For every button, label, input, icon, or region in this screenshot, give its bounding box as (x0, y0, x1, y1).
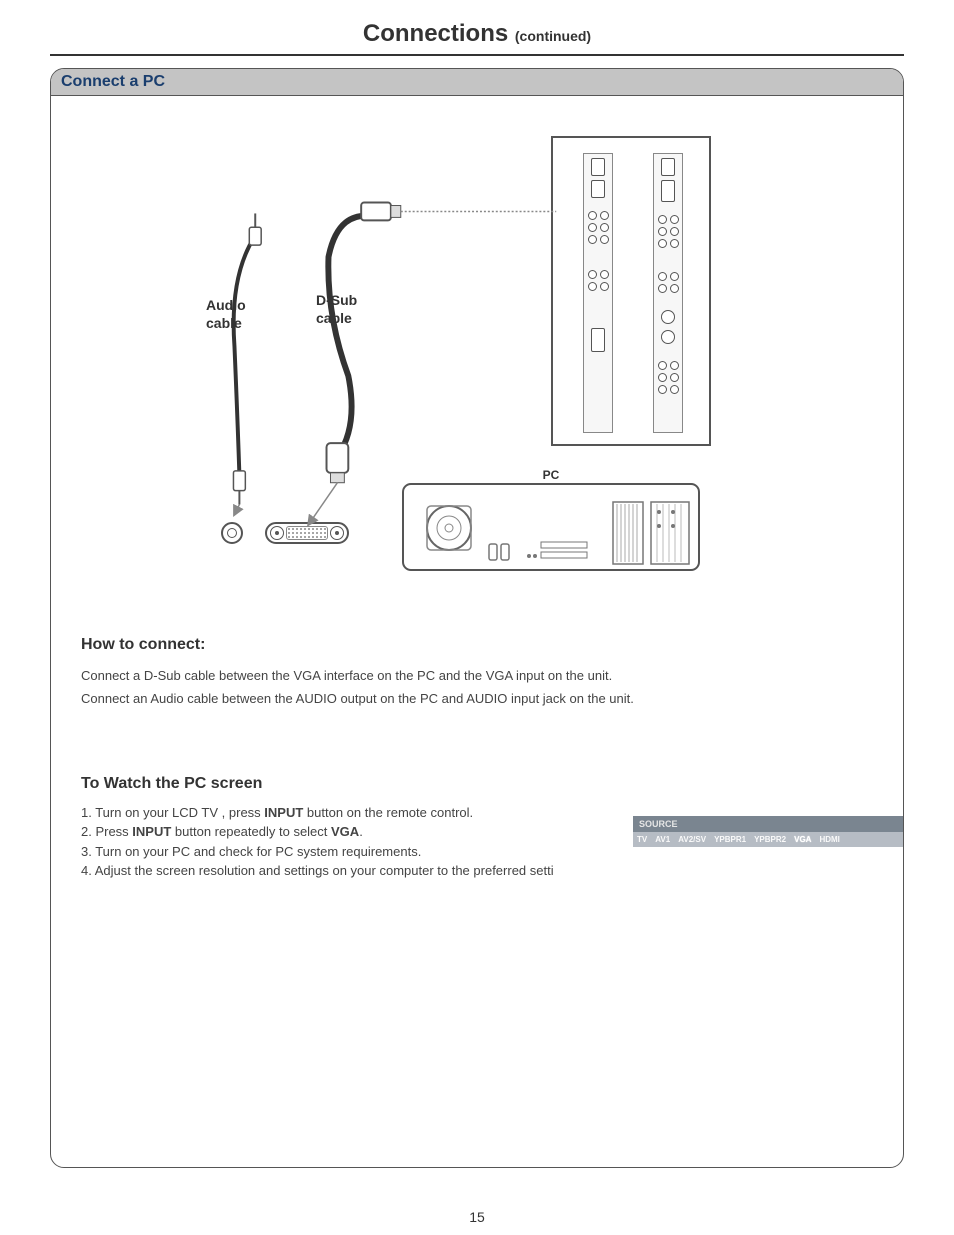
page-number: 15 (0, 1209, 954, 1225)
tv-back-panel (551, 136, 711, 446)
how-to-connect-line1: Connect a D-Sub cable between the VGA in… (81, 664, 873, 687)
vga-port-icon (265, 522, 349, 544)
step1-b: INPUT (264, 805, 303, 820)
panel-header: Connect a PC (51, 69, 903, 96)
page-title: Connections (continued) (50, 20, 904, 56)
step1-c: button on the remote control. (303, 805, 473, 820)
tv-port-column-right (653, 153, 683, 433)
source-osd-title: SOURCE (633, 816, 904, 832)
source-item-tv: TV (637, 835, 647, 844)
svg-text:PC: PC (543, 468, 560, 482)
main-panel: Connect a PC Audio cable D-Sub cable (50, 68, 904, 1168)
panel-body: Audio cable D-Sub cable (51, 96, 903, 1168)
source-item-ypbpr2: YPBPR2 (754, 835, 786, 844)
tv-port-column-left (583, 153, 613, 433)
step1-a: 1. Turn on your LCD TV , press (81, 805, 264, 820)
source-item-hdmi: HDMI (819, 835, 839, 844)
audio-jack-icon (221, 522, 243, 544)
step2-d: VGA (331, 824, 359, 839)
source-osd: SOURCE TV AV1 AV2/SV YPBPR1 YPBPR2 VGA HDMI (633, 816, 904, 847)
step2-c: button repeatedly to select (171, 824, 331, 839)
dsub-cable-label: D-Sub cable (316, 291, 357, 327)
source-osd-row: TV AV1 AV2/SV YPBPR1 YPBPR2 VGA HDMI (633, 832, 904, 847)
watch-pc-heading: To Watch the PC screen (81, 775, 873, 793)
step-4: 4. Adjust the screen resolution and sett… (81, 861, 873, 881)
how-to-connect-line2: Connect an Audio cable between the AUDIO… (81, 687, 873, 710)
step2-b: INPUT (132, 824, 171, 839)
connection-diagram: Audio cable D-Sub cable (81, 116, 873, 596)
audio-cable-label: Audio cable (206, 296, 246, 332)
source-item-vga: VGA (794, 835, 811, 844)
source-item-av1: AV1 (655, 835, 670, 844)
source-item-ypbpr1: YPBPR1 (714, 835, 746, 844)
pc-case-icon: PC (401, 466, 701, 576)
title-main: Connections (363, 20, 508, 47)
how-to-connect-heading: How to connect: (81, 636, 873, 654)
step2-a: 2. Press (81, 824, 132, 839)
source-item-av2/sv: AV2/SV (678, 835, 706, 844)
pc-connector-strip (221, 516, 411, 550)
title-sub: (continued) (515, 28, 591, 44)
step2-e: . (359, 824, 363, 839)
